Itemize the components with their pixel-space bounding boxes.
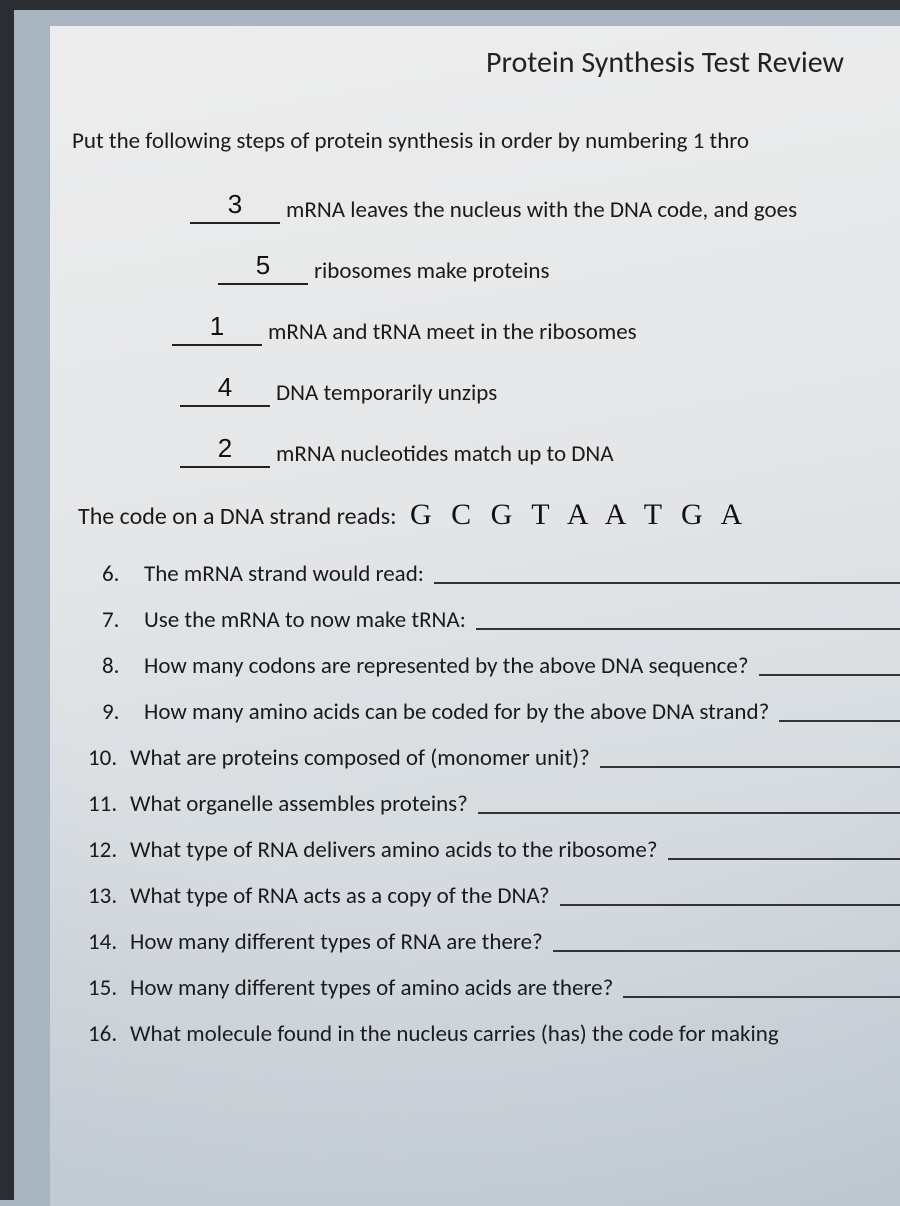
instructions-text: Put the following steps of protein synth… [72, 127, 900, 155]
question-number: 15. [88, 974, 120, 1002]
question-text: What are proteins composed of (monomer u… [130, 744, 590, 772]
question-text: Use the mRNA to now make tRNA: [144, 606, 466, 634]
step-row: 3 mRNA leaves the nucleus with the DNA c… [190, 189, 900, 224]
step-row: 4 DNA temporarily unzips [180, 372, 900, 407]
question-row: 13. What type of RNA acts as a copy of t… [88, 882, 900, 910]
step-text: mRNA nucleotides match up to DNA [276, 440, 614, 468]
question-number: 7. [102, 606, 134, 634]
question-text: How many different types of amino acids … [130, 974, 613, 1002]
question-row: 9. How many amino acids can be coded for… [102, 698, 900, 726]
page-title: Protein Synthesis Test Review [390, 44, 900, 81]
question-text: What type of RNA acts as a copy of the D… [130, 882, 550, 910]
step-text: mRNA leaves the nucleus with the DNA cod… [286, 196, 797, 224]
question-number: 6. [102, 560, 134, 588]
step-row: 2 mRNA nucleotides match up to DNA [180, 433, 900, 468]
question-number: 16. [88, 1020, 120, 1048]
question-number: 9. [102, 698, 134, 726]
question-row: 12. What type of RNA delivers amino acid… [88, 836, 900, 864]
step-row: 1 mRNA and tRNA meet in the ribosomes [172, 311, 900, 346]
step-answer-blank[interactable]: 1 [172, 311, 262, 346]
question-text: How many different types of RNA are ther… [130, 928, 543, 956]
question-text: How many amino acids can be coded for by… [144, 698, 769, 726]
step-answer-blank[interactable]: 5 [218, 250, 308, 285]
answer-blank[interactable] [668, 858, 900, 860]
answer-blank[interactable] [476, 628, 900, 630]
answer-blank[interactable] [553, 950, 900, 952]
question-text: What molecule found in the nucleus carri… [130, 1020, 779, 1048]
step-row: 5 ribosomes make proteins [218, 250, 900, 285]
question-text: The mRNA strand would read: [144, 560, 424, 588]
step-text: mRNA and tRNA meet in the ribosomes [268, 318, 637, 346]
question-number: 14. [88, 928, 120, 956]
question-number: 11. [88, 790, 120, 818]
question-row: 10. What are proteins composed of (monom… [88, 744, 900, 772]
dna-label: The code on a DNA strand reads: [78, 502, 397, 531]
answer-blank[interactable] [560, 904, 900, 906]
step-answer-blank[interactable]: 2 [180, 433, 270, 468]
answer-blank[interactable] [779, 720, 900, 722]
step-text: ribosomes make proteins [314, 257, 550, 285]
monitor-frame: Protein Synthesis Test Review Put the fo… [0, 0, 900, 1200]
answer-blank[interactable] [478, 812, 900, 814]
question-text: What organelle assembles proteins? [130, 790, 468, 818]
step-answer-blank[interactable]: 4 [180, 372, 270, 407]
question-row: 7. Use the mRNA to now make tRNA: [102, 606, 900, 634]
question-row: 8. How many codons are represented by th… [102, 652, 900, 680]
answer-blank[interactable] [434, 582, 900, 584]
step-text: DNA temporarily unzips [276, 379, 497, 407]
dna-sequence: G C G T A A T G A [410, 498, 748, 531]
dna-code-line: The code on a DNA strand reads: G C G T … [78, 498, 900, 532]
question-number: 10. [88, 744, 120, 772]
step-answer-blank[interactable]: 3 [190, 189, 280, 224]
answer-blank[interactable] [759, 674, 900, 676]
question-row: 11. What organelle assembles proteins? [88, 790, 900, 818]
question-row: 6. The mRNA strand would read: [102, 560, 900, 588]
question-row: 16. What molecule found in the nucleus c… [88, 1020, 900, 1048]
question-row: 14. How many different types of RNA are … [88, 928, 900, 956]
question-row: 15. How many different types of amino ac… [88, 974, 900, 1002]
worksheet-document: Protein Synthesis Test Review Put the fo… [50, 26, 900, 1206]
answer-blank[interactable] [600, 766, 900, 768]
question-number: 12. [88, 836, 120, 864]
answer-blank[interactable] [623, 996, 900, 998]
question-number: 13. [88, 882, 120, 910]
question-number: 8. [102, 652, 134, 680]
question-text: How many codons are represented by the a… [144, 652, 749, 680]
question-text: What type of RNA delivers amino acids to… [130, 836, 658, 864]
